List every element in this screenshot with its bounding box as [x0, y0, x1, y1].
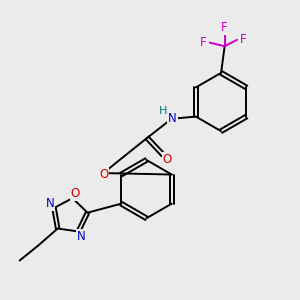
Text: H: H: [159, 106, 167, 116]
Text: N: N: [45, 197, 54, 210]
Text: O: O: [71, 188, 80, 200]
Text: O: O: [99, 168, 108, 182]
Text: F: F: [221, 21, 228, 34]
Text: N: N: [168, 112, 177, 125]
Text: F: F: [200, 36, 207, 49]
Text: N: N: [77, 230, 85, 243]
Text: O: O: [163, 153, 172, 166]
Text: F: F: [240, 33, 247, 46]
